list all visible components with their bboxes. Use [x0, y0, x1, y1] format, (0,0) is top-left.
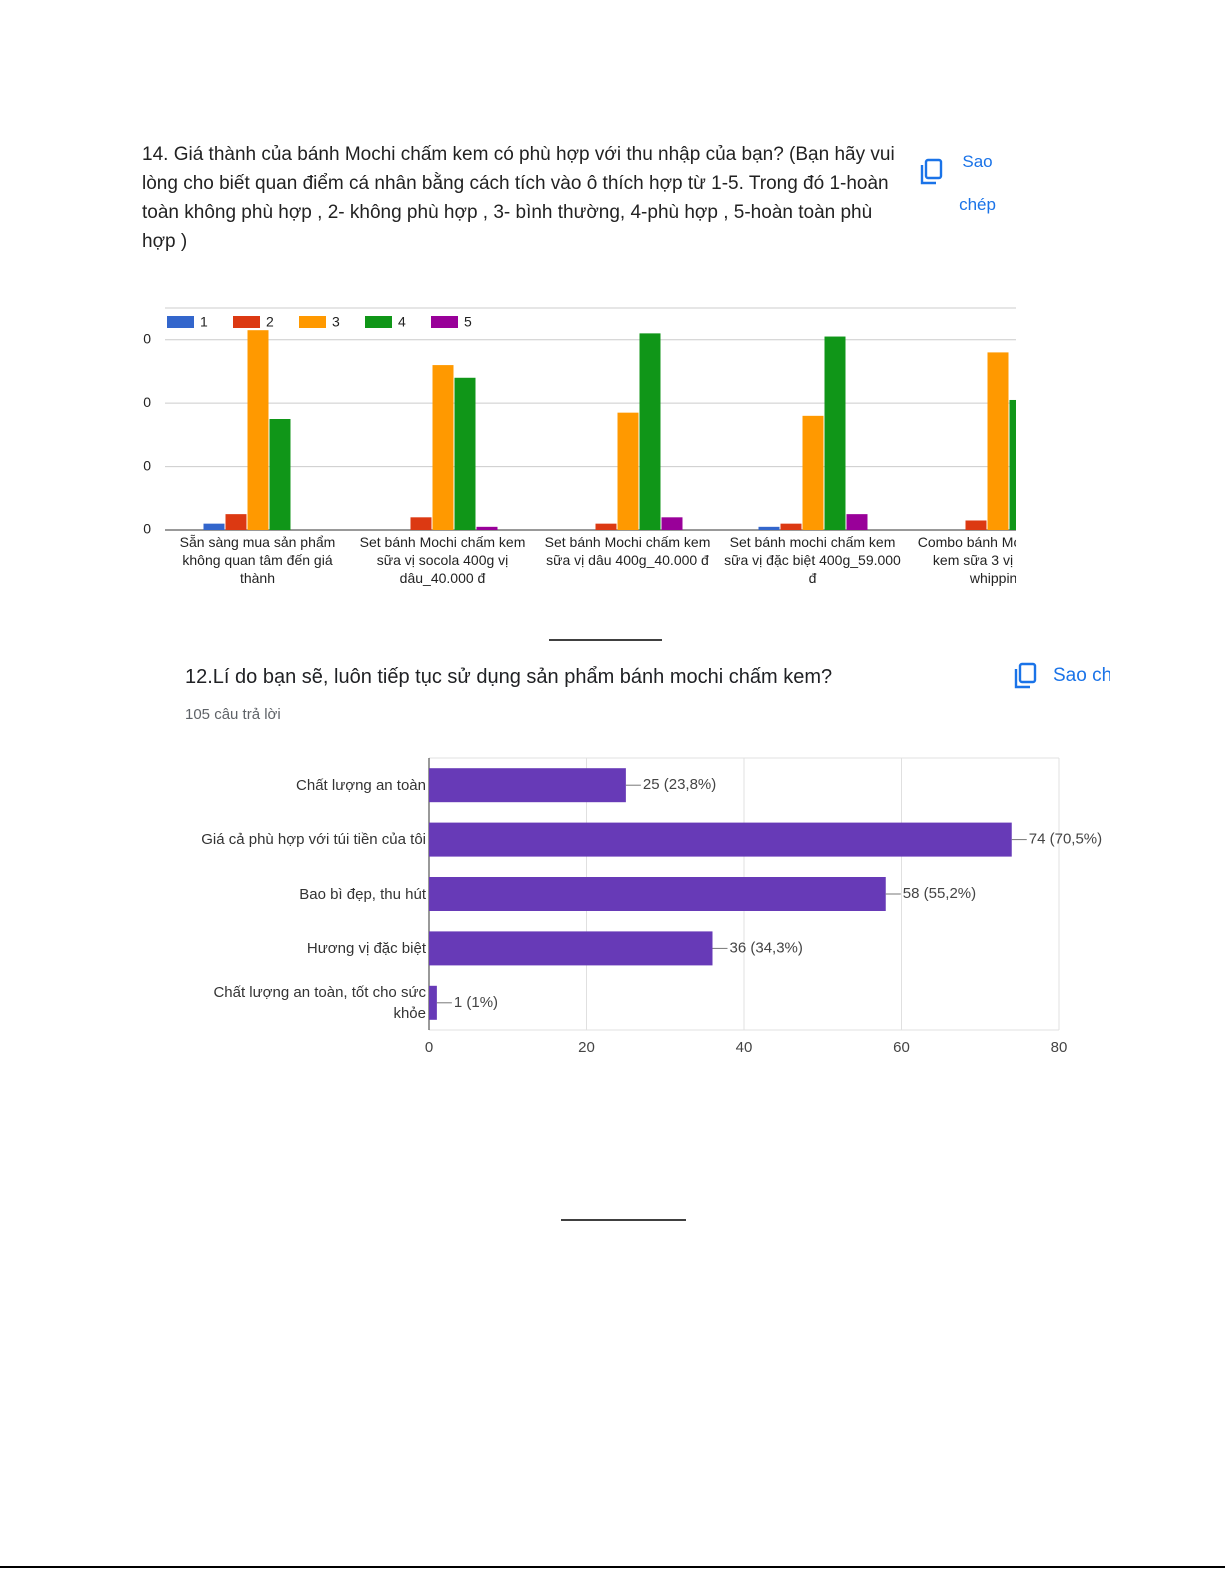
value-label: 25 (23,8%): [643, 776, 716, 793]
copy-button[interactable]: Sao chép: [959, 152, 996, 214]
y-tick-label: Chất lượng an toàn: [296, 776, 426, 794]
y-tick-label: 0: [143, 394, 151, 410]
legend-label: 3: [332, 314, 340, 330]
x-tick-label: Sẵn sàng mua sản phẩm không quan tâm đến…: [179, 534, 336, 586]
legend-label: 2: [266, 314, 274, 330]
x-tick-label: 60: [893, 1039, 910, 1056]
bar: [429, 931, 713, 966]
y-tick-label: 0: [143, 521, 151, 537]
question-title: 14. Giá thành của bánh Mochi chấm kem có…: [142, 144, 895, 252]
value-label: 36 (34,3%): [730, 939, 803, 956]
x-tick-label: Set bánh mochi chấm kem sữa vị đặc biệt …: [724, 534, 901, 586]
legend-label: 4: [398, 314, 406, 330]
copy-button[interactable]: Sao ch: [1053, 665, 1110, 686]
bar: [247, 330, 269, 530]
bar: [1009, 399, 1016, 530]
response-count: 105 câu trả lời: [185, 706, 281, 723]
legend-swatch: [233, 316, 260, 328]
y-tick-label: 0: [143, 330, 151, 346]
legend-swatch: [365, 316, 392, 328]
bar: [987, 352, 1009, 530]
bar: [269, 419, 291, 530]
x-tick-label: 0: [425, 1039, 433, 1056]
y-tick-label: Chất lượng an toàn, tốt cho sức khỏe: [213, 983, 426, 1022]
x-tick-label: Set bánh Mochi chấm kem sữa vị socola 40…: [359, 534, 526, 586]
value-label: 58 (55,2%): [903, 885, 976, 902]
value-label: 1 (1%): [454, 994, 498, 1011]
x-tick-label: 40: [736, 1039, 753, 1056]
legend-swatch: [299, 316, 326, 328]
bar: [617, 412, 639, 530]
bar: [476, 526, 498, 530]
value-label: 74 (70,5%): [1029, 831, 1102, 848]
bar: [429, 877, 886, 911]
y-tick-label: 0: [143, 457, 151, 473]
legend-swatch: [431, 316, 458, 328]
chart-1: 0 0 0 0 1 2 3 4 5 Sẵn sàng mua sản phẩm không qu…: [0, 290, 1016, 610]
legend-swatch: [167, 316, 194, 328]
y-tick-label: Hương vị đặc biệt: [306, 939, 426, 957]
bar: [661, 517, 683, 530]
x-tick-label: 80: [1051, 1039, 1068, 1056]
bar: [429, 822, 1012, 857]
bar: [780, 523, 802, 530]
bar: [824, 336, 846, 530]
bar: [432, 365, 454, 530]
x-tick-label: 20: [578, 1039, 595, 1056]
x-tick-label: Combo bánh Mochi chấm kem sữa 3 vị (4 Ke…: [917, 534, 1016, 586]
bar: [639, 333, 661, 530]
bar: [454, 377, 476, 530]
bar: [429, 985, 437, 1020]
bar: [429, 768, 626, 803]
bar: [965, 520, 987, 530]
bar: [802, 415, 824, 530]
x-tick-label: Set bánh Mochi chấm kem sữa vị dâu 400g_…: [544, 534, 711, 568]
bar: [410, 517, 432, 530]
bar: [203, 523, 225, 530]
bar: [846, 514, 868, 530]
bar: [225, 514, 247, 530]
y-tick-label: Bao bì đẹp, thu hút: [299, 885, 426, 903]
copy-icon[interactable]: [918, 158, 946, 188]
chart-2-svg: 0 20 40 60 80 25 (23,8%) 74 (70,5%) 58 (55,2%) 3…: [425, 757, 1102, 1056]
chart-1-svg: 0 0 0 0 1 2 3 4 5: [143, 307, 1016, 537]
bar: [758, 526, 780, 530]
legend-label: 5: [464, 314, 472, 330]
bar: [595, 523, 617, 530]
copy-icon[interactable]: [1012, 662, 1040, 692]
y-tick-label: Giá cả phù hợp với túi tiền của tôi: [201, 831, 426, 849]
legend-label: 1: [200, 314, 208, 330]
question-title: 12.Lí do bạn sẽ, luôn tiếp tục sử dụng s…: [185, 666, 833, 688]
chart-2: 0 20 40 60 80 25 (23,8%) 74 (70,5%) 58 (55,2%) 3…: [0, 740, 1225, 1080]
